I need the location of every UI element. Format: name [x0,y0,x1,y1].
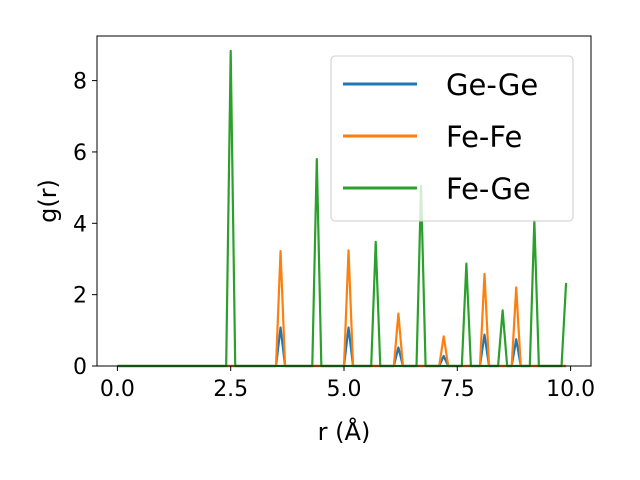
legend-label-fe-ge: Fe-Ge [446,172,531,206]
legend: Ge-Ge Fe-Fe Fe-Ge [330,55,574,222]
legend-label-ge-ge: Ge-Ge [446,68,538,102]
x-axis-ticks: 0.0 2.5 5.0 7.5 10.0 [100,366,595,402]
x-axis-label: r (Å) [318,417,371,446]
y-tick-label: 4 [73,212,87,237]
legend-box [330,55,574,222]
x-tick-label: 7.5 [440,377,475,402]
x-tick-label: 10.0 [546,377,595,402]
y-tick-label: 0 [73,355,87,380]
y-tick-label: 6 [73,141,87,166]
legend-label-fe-fe: Fe-Fe [446,120,522,154]
x-tick-label: 5.0 [327,377,362,402]
x-tick-label: 2.5 [213,377,248,402]
y-axis-ticks: 0 2 4 6 8 [73,70,97,380]
y-axis-label: g(r) [34,179,62,223]
y-tick-label: 2 [73,284,87,309]
y-tick-label: 8 [73,70,87,95]
x-tick-label: 0.0 [100,377,135,402]
